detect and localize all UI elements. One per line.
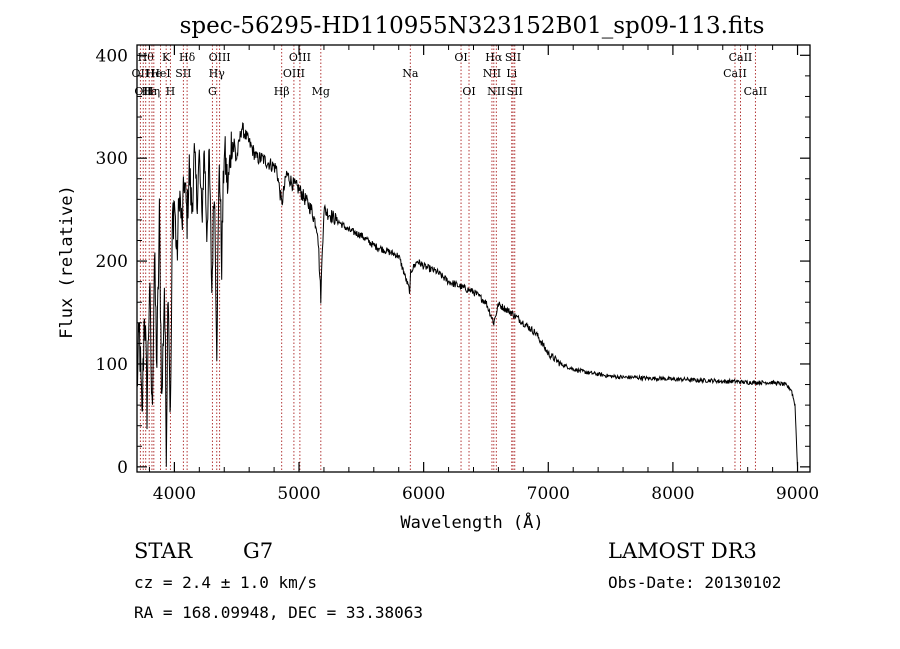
line-marker-label-19: OI xyxy=(454,51,467,64)
line-marker-label-26: SII xyxy=(507,85,523,98)
object-type: STAR xyxy=(134,539,193,563)
line-marker-label-27: CaII xyxy=(723,67,747,80)
line-marker-label-21: NII xyxy=(483,67,501,80)
line-marker-label-8: H xyxy=(166,85,176,98)
x-tick-label-4: 8000 xyxy=(651,484,694,504)
line-marker-label-14: Hβ xyxy=(274,85,290,98)
line-marker-label-7: K xyxy=(162,51,171,64)
spectrum-line xyxy=(136,122,798,467)
y-tick-label-0: 0 xyxy=(117,458,128,478)
line-marker-label-5: He xyxy=(146,67,162,80)
line-marker-label-4: Hη xyxy=(144,85,160,98)
observation-date: Obs-Date: 20130102 xyxy=(608,573,782,592)
x-tick-label-0: 4000 xyxy=(153,484,196,504)
redshift-velocity: cz = 2.4 ± 1.0 km/s xyxy=(134,573,318,592)
line-marker-label-10: Hδ xyxy=(179,51,196,64)
y-axis-label: Flux (relative) xyxy=(57,185,77,339)
line-marker-label-18: Na xyxy=(402,67,419,80)
line-marker-label-2: Hθ xyxy=(138,51,155,64)
axes: 4000 5000 6000 7000 8000 9000 0 100 200 300 400 xyxy=(96,45,819,504)
line-marker-label-24: Li xyxy=(506,67,517,80)
spectral-subclass: G7 xyxy=(243,539,274,563)
y-tick-label-2: 200 xyxy=(96,252,128,272)
plot-frame xyxy=(136,44,811,473)
line-marker-label-25: SII xyxy=(505,51,521,64)
x-tick-label-3: 7000 xyxy=(527,484,570,504)
x-tick-label-1: 5000 xyxy=(277,484,320,504)
line-marker-label-28: CaII xyxy=(729,51,753,64)
line-marker-label-17: Mg xyxy=(312,85,330,98)
line-marker-label-29: CaII xyxy=(744,85,768,98)
x-tick-label-2: 6000 xyxy=(402,484,445,504)
line-marker-label-11: G xyxy=(208,85,217,98)
survey-name: LAMOST DR3 xyxy=(608,539,757,563)
line-marker-label-12: Hγ xyxy=(209,67,226,80)
chart-title: spec-56295-HD110955N323152B01_sp09-113.f… xyxy=(180,13,765,39)
line-marker-label-0: OII xyxy=(132,67,150,80)
y-tick-label-4: 400 xyxy=(96,46,128,66)
line-marker-label-23: NII xyxy=(487,85,505,98)
line-marker-label-13: OIII xyxy=(209,51,231,64)
line-marker-label-9: SII xyxy=(175,67,191,80)
sky-coordinates: RA = 168.09948, DEC = 33.38063 xyxy=(134,603,423,622)
x-tick-label-5: 9000 xyxy=(776,484,819,504)
y-tick-label-3: 300 xyxy=(96,149,128,169)
line-marker-label-16: OIII xyxy=(289,51,311,64)
line-marker-label-3: Hε xyxy=(142,85,158,98)
line-marker-label-15: OIII xyxy=(283,67,305,80)
line-marker-label-6: HeI xyxy=(150,67,170,80)
x-axis-label: Wavelength (Å) xyxy=(400,511,543,533)
line-marker-label-22: Hα xyxy=(485,51,503,64)
line-marker-label-20: OI xyxy=(462,85,475,98)
y-tick-label-1: 100 xyxy=(96,355,128,375)
spectrum-series xyxy=(136,122,798,467)
line-marker-label-1: OII xyxy=(134,85,152,98)
